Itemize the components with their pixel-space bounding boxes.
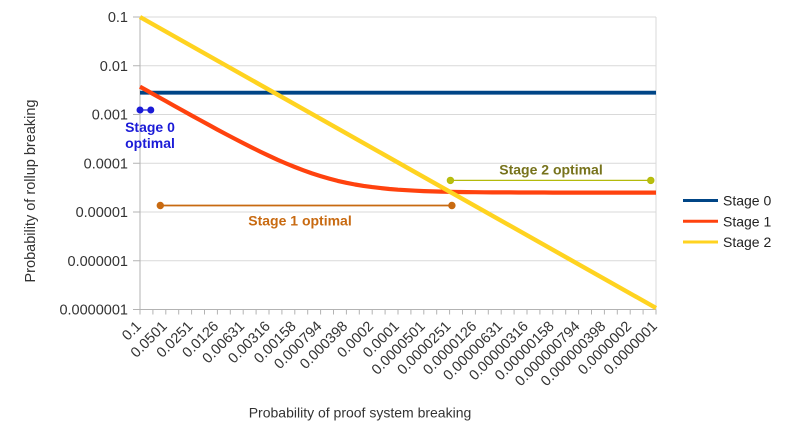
svg-text:Probability of rollup breaking: Probability of rollup breaking — [23, 100, 39, 283]
svg-text:Stage 1: Stage 1 — [723, 213, 771, 229]
svg-text:0.0000001: 0.0000001 — [59, 303, 128, 319]
svg-text:Probability of proof system br: Probability of proof system breaking — [249, 405, 472, 421]
svg-text:Stage 2 optimal: Stage 2 optimal — [499, 162, 602, 178]
svg-text:0.0001: 0.0001 — [84, 156, 128, 172]
svg-text:0.1: 0.1 — [108, 10, 128, 26]
svg-text:Stage 0: Stage 0 — [125, 119, 175, 135]
svg-text:0.000001: 0.000001 — [68, 254, 128, 270]
svg-text:optimal: optimal — [125, 135, 175, 151]
svg-text:Stage 0: Stage 0 — [723, 193, 771, 209]
svg-text:0.00001: 0.00001 — [76, 205, 128, 221]
svg-text:0.01: 0.01 — [100, 59, 128, 75]
svg-text:Stage 2: Stage 2 — [723, 234, 771, 250]
svg-text:0.001: 0.001 — [92, 108, 128, 124]
svg-text:Stage 1 optimal: Stage 1 optimal — [248, 212, 351, 228]
